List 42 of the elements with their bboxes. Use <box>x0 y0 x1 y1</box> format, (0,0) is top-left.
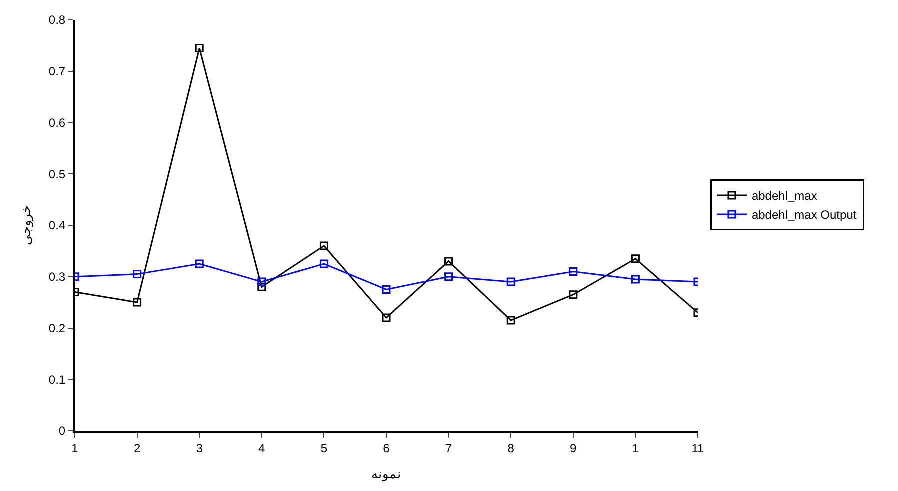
point <box>444 272 454 282</box>
point <box>631 275 640 284</box>
y-tick-label: 0.3 <box>48 270 66 284</box>
point <box>382 314 391 322</box>
y-tick-label: 0.7 <box>48 64 66 79</box>
legend-label: abdehl_max Output <box>752 208 858 222</box>
point <box>258 278 266 286</box>
y-tick-label: 0.2 <box>48 321 66 336</box>
point <box>506 316 516 325</box>
legend-label: abdehl_max <box>752 189 818 204</box>
x-tick-label: 1 <box>632 441 640 456</box>
y-tick-label: 0.6 <box>48 116 66 130</box>
point <box>382 285 391 294</box>
y-tick-label: 0.8 <box>48 13 66 28</box>
point <box>195 44 204 53</box>
x-tick-label: 8 <box>508 441 515 456</box>
y-axis-title: خروجی <box>18 206 34 246</box>
y-tick-label: 0.5 <box>48 167 66 182</box>
point <box>258 282 266 292</box>
x-tick-label: 4 <box>258 441 266 456</box>
y-tick-label: 0 <box>58 424 66 438</box>
point <box>133 298 142 307</box>
x-tick-label: 7 <box>445 441 452 456</box>
point <box>320 242 328 250</box>
y-tick-label: 0.1 <box>48 372 66 387</box>
point <box>133 270 142 279</box>
point <box>320 260 328 268</box>
x-axis-title: نمونه <box>372 466 402 482</box>
point <box>195 260 204 268</box>
x-tick-label: 9 <box>570 441 578 456</box>
x-tick-label: 1 <box>72 441 79 456</box>
point <box>569 290 578 300</box>
point <box>506 278 516 286</box>
point <box>444 257 454 266</box>
x-tick-label: 11 <box>692 441 705 456</box>
y-tick-label: 0.4 <box>48 218 66 233</box>
x-tick-label: 2 <box>134 441 141 456</box>
point <box>631 254 640 264</box>
x-tick-label: 3 <box>196 441 204 456</box>
x-tick-label: 5 <box>320 441 328 456</box>
x-tick-label: 6 <box>383 441 390 456</box>
point <box>569 267 578 276</box>
